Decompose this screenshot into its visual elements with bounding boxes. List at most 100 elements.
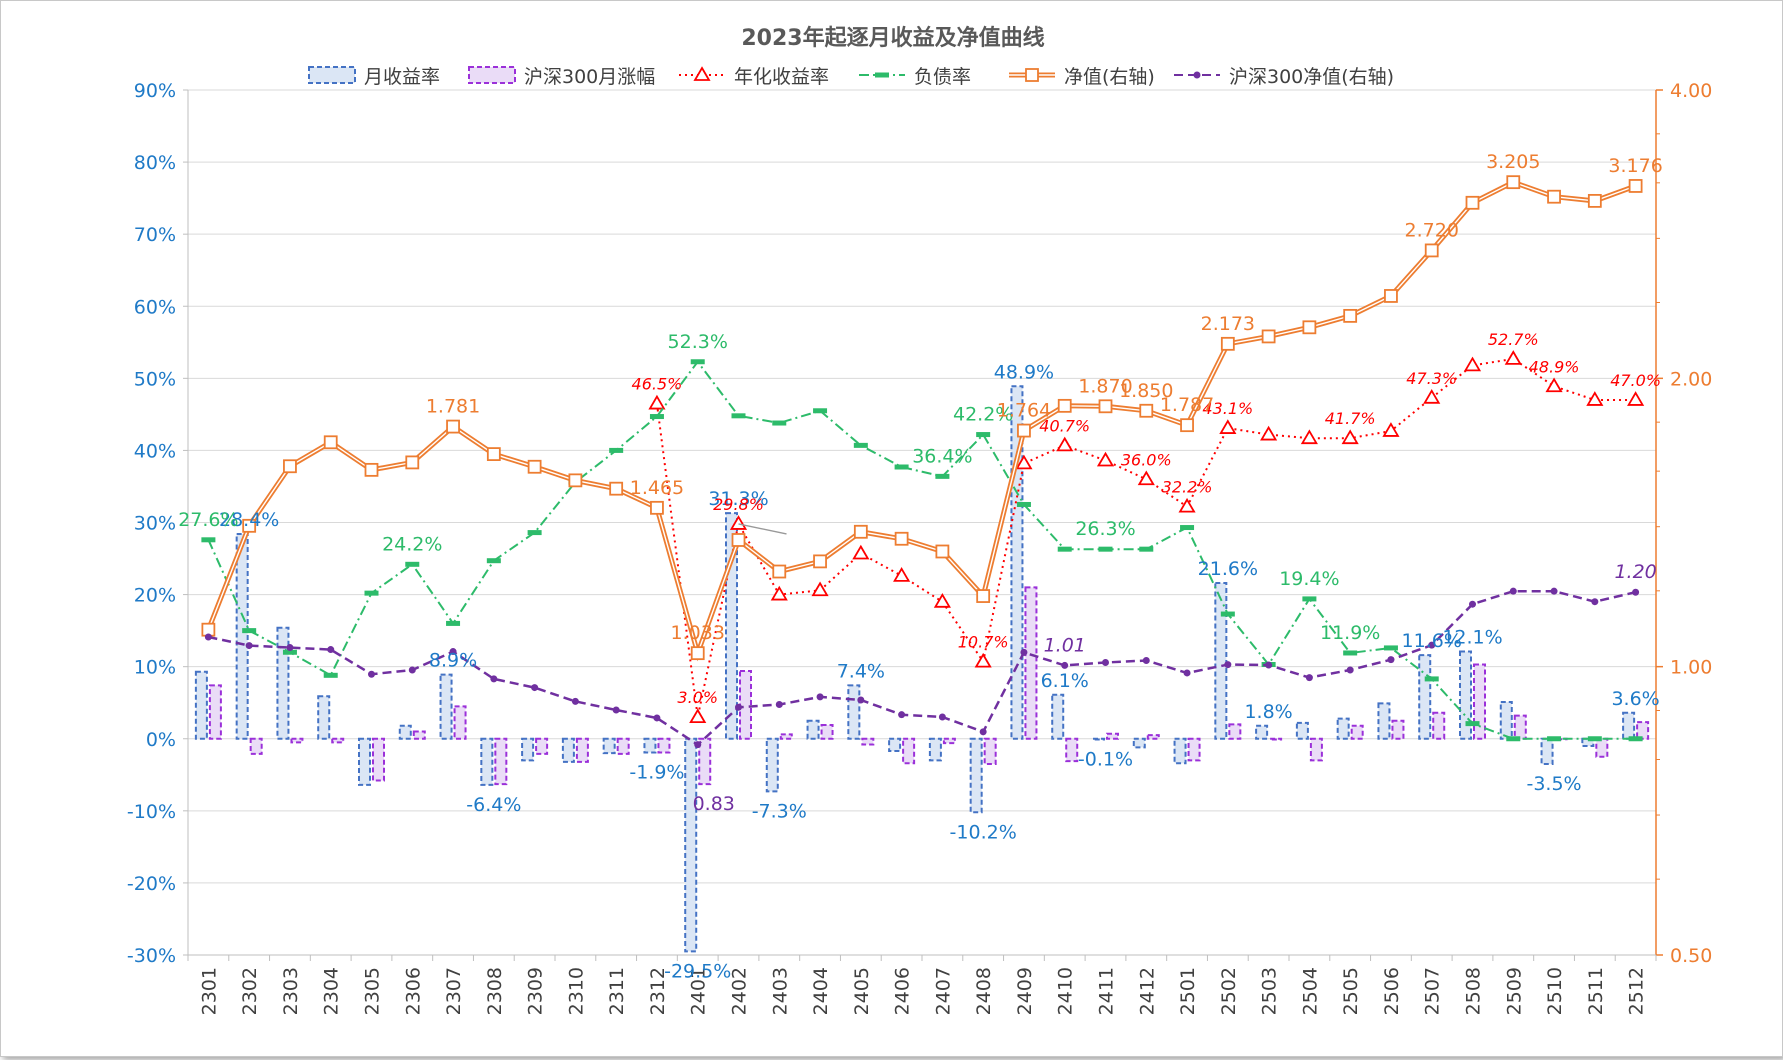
data-label: -10.2% [950,821,1017,843]
marker-nav [527,459,542,474]
category-label: 2501 [1177,967,1199,1015]
marker-debt-ratio [649,414,664,420]
data-label: 26.3% [1075,518,1135,540]
bar-csi300-monthly [575,737,589,763]
marker-csi300-nav [408,666,416,674]
marker-nav [1220,336,1235,351]
marker-debt-ratio [853,442,868,448]
marker-csi300-nav [286,644,294,652]
chart-title: 2023年起逐月收益及净值曲线 [741,25,1044,51]
legend-label: 沪深300月涨幅 [524,66,655,88]
bar-csi300-monthly [1350,724,1364,740]
data-label: 47.0% [1610,371,1661,390]
marker-debt-ratio [1547,736,1562,742]
data-label: 8.9% [429,650,477,672]
marker-nav [242,518,257,533]
category-label: 2505 [1340,967,1362,1015]
marker-nav [1547,189,1561,204]
marker-annualized [1382,422,1400,437]
marker-csi300-nav [612,706,620,714]
bar-csi300-monthly [1146,734,1160,740]
category-label: 2512 [1626,967,1648,1015]
bar-monthly-return [521,737,535,762]
bar-csi300-monthly [983,737,997,765]
line-nav-inner [207,181,1636,656]
marker-csi300-nav [816,693,824,701]
left-tick-label: 30% [134,513,176,535]
category-label: 2504 [1299,967,1321,1015]
bar-monthly-return [317,695,331,740]
data-label: -7.3% [752,800,807,822]
data-label: 52.7% [1488,330,1539,349]
bar-csi300-monthly [372,737,385,782]
marker-csi300-nav [1305,674,1313,682]
marker-annualized [811,581,829,597]
marker-annualized [933,593,951,608]
bar-csi300-monthly [453,705,467,740]
marker-csi300-nav [1265,661,1273,669]
marker-nav [650,500,664,515]
data-label: 31.3% [708,488,768,510]
data-label: 48.9% [994,361,1054,383]
marker-csi300-nav [245,642,253,650]
marker-csi300-nav [1387,656,1395,664]
legend-label: 月收益率 [364,66,440,88]
bar-monthly-return [806,719,820,740]
marker-debt-ratio [527,530,542,536]
marker-annualized [1504,350,1522,365]
bar-csi300-monthly [1228,723,1242,740]
marker-csi300-nav [735,703,742,711]
data-label: 1.033 [671,622,725,644]
marker-nav [364,462,379,477]
marker-nav [486,447,501,461]
marker-nav [405,455,420,470]
legend-marker [875,72,889,78]
marker-annualized [1545,377,1563,393]
bar-monthly-return [928,737,942,762]
marker-csi300-nav [531,684,539,692]
bar-monthly-return [1540,737,1554,765]
marker-csi300-nav [327,646,335,654]
bar-monthly-return [1173,737,1187,765]
category-label: 2410 [1055,967,1077,1015]
marker-debt-ratio [1343,650,1358,656]
marker-csi300-nav [1346,666,1354,674]
bar-monthly-return [1459,650,1472,740]
bar-csi300-monthly [1432,711,1446,740]
bar-monthly-return [1214,582,1228,740]
marker-annualized [1423,389,1441,404]
bar-monthly-return [561,737,575,763]
marker-nav [1424,243,1439,258]
bar-csi300-monthly [1024,586,1038,740]
marker-nav [772,564,787,579]
marker-debt-ratio [1180,525,1195,531]
marker-annualized [1260,425,1278,441]
bar-csi300-monthly [208,684,222,740]
marker-csi300-nav [1183,669,1191,677]
category-label: 2409 [1014,967,1036,1015]
legend-item: 负债率 [859,66,971,88]
data-label: 47.3% [1406,369,1457,388]
marker-nav [568,473,583,488]
bar-monthly-return [1092,737,1105,741]
data-label: -1.9% [629,761,684,783]
category-label: 2508 [1463,967,1485,1015]
data-label: 52.3% [668,331,728,353]
category-label: 2510 [1544,967,1566,1015]
left-tick-label: 20% [134,585,176,607]
bar-monthly-return [1377,702,1391,740]
marker-csi300-nav [449,648,457,656]
bar-monthly-return [684,737,698,953]
marker-csi300-nav [571,697,579,705]
marker-nav [1506,175,1521,190]
marker-debt-ratio [935,473,950,479]
line-csi300-nav [208,589,1636,747]
category-label: 2411 [1096,967,1118,1015]
bar-monthly-return [602,737,616,755]
left-tick-label: 40% [134,440,176,462]
marker-debt-ratio [1016,501,1031,507]
data-label: 28.4% [219,509,279,531]
marker-annualized [1096,451,1115,467]
marker-debt-ratio [282,649,297,655]
